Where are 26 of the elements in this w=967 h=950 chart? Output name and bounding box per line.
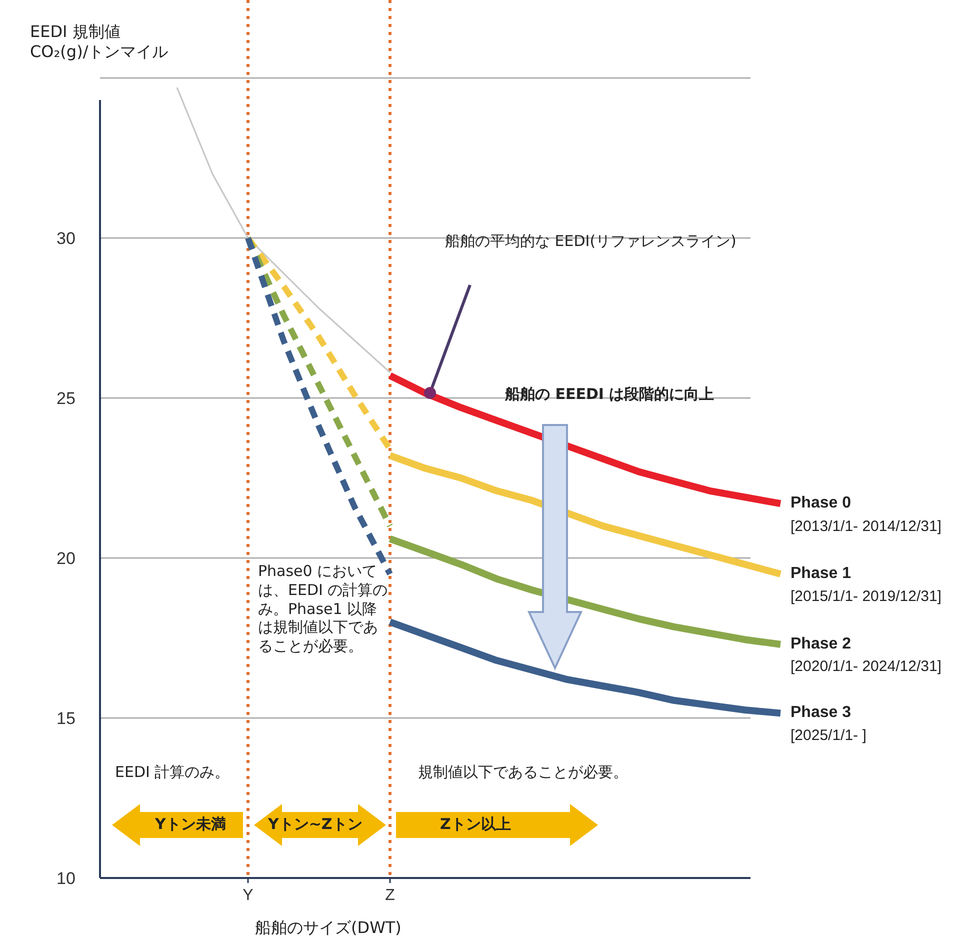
annotation: [2013/1/1- 2014/12/31] bbox=[790, 518, 942, 536]
y-tick-label: 30 bbox=[56, 229, 76, 248]
annotation: Phase0 においては、EEDI の計算のみ。Phase1 以降は規制値以下であることが必要。 bbox=[258, 562, 389, 656]
y-tick-label: 15 bbox=[56, 709, 76, 728]
x-tick-label: Y bbox=[242, 887, 254, 904]
y-tick-label: 25 bbox=[56, 389, 76, 408]
x-tick-label: Z bbox=[385, 887, 396, 904]
series-label: Phase 3 bbox=[790, 704, 852, 722]
x-axis-title: 船舶のサイズ(DWT) bbox=[255, 918, 402, 938]
annotation: 規制値以下であることが必要。 bbox=[418, 763, 628, 782]
annotation: 船舶の平均的な EEDI(リファレンスライン) bbox=[445, 232, 736, 251]
series-label: Phase 0 bbox=[790, 494, 852, 512]
annotation: [2025/1/1- ] bbox=[790, 727, 866, 746]
annotation: Zトン以上 bbox=[440, 815, 511, 834]
annotation: EEDI 計算のみ。 bbox=[115, 763, 230, 782]
line-series bbox=[176, 86, 391, 374]
annotation: [2020/1/1- 2024/12/31] bbox=[790, 658, 942, 678]
y-axis-title: EEDI 規制値 CO₂(g)/トンマイル bbox=[30, 22, 170, 62]
y-tick-label: 10 bbox=[56, 869, 76, 888]
annotation: Yトン~Zトン bbox=[268, 815, 362, 834]
annotation: [2015/1/1- 2019/12/31] bbox=[790, 588, 942, 607]
series-label: Phase 2 bbox=[790, 635, 852, 652]
annotation: Yトン未満 bbox=[155, 815, 226, 834]
annotation: 船舶の EEEDI は段階的に向上 bbox=[505, 385, 714, 404]
y-tick-label: 20 bbox=[56, 549, 76, 568]
series-label: Phase 1 bbox=[790, 565, 852, 582]
